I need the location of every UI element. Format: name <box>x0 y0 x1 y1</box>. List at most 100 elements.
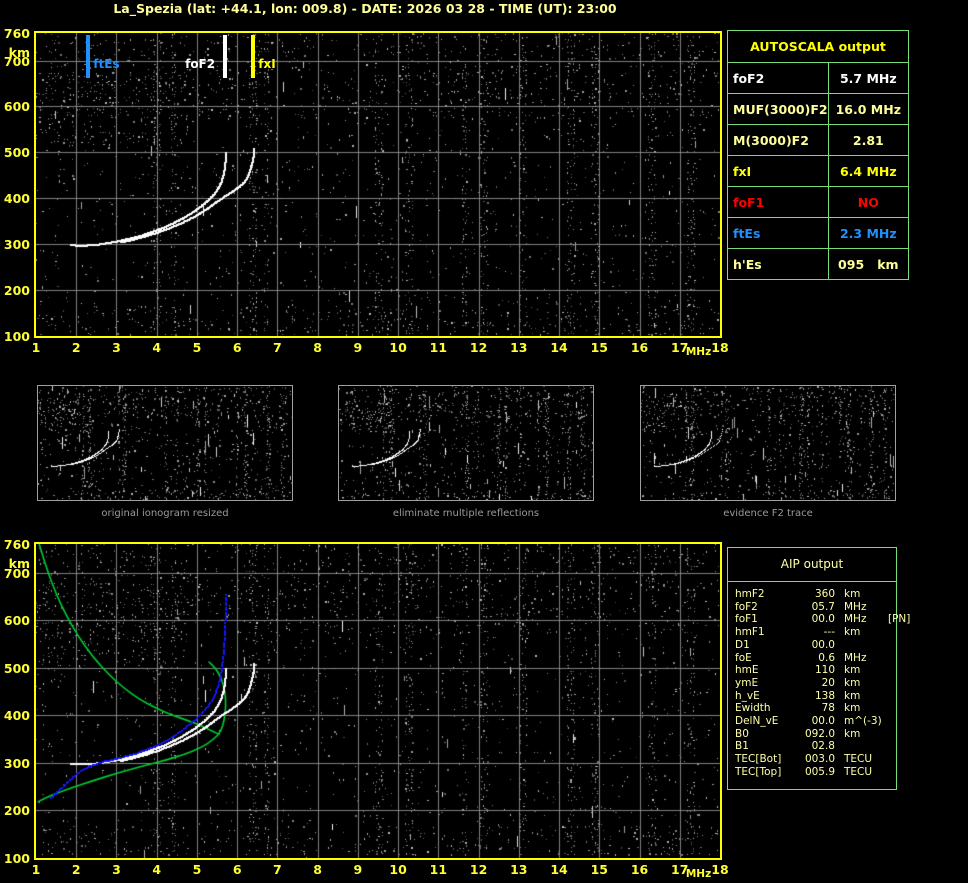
thumbnail-eliminate-multiple-reflections[interactable] <box>338 385 594 501</box>
aip-param: foE <box>735 651 752 664</box>
bottom-plot-x-tick: 11 <box>429 862 448 877</box>
aip-row: hmE 110 km <box>735 664 896 677</box>
autoscala-row-value: 5.7 MHz <box>828 63 908 94</box>
aip-row: B1 02.8 <box>735 740 896 753</box>
autoscala-row-value: 2.81 <box>828 124 908 156</box>
aip-value: 02.8 <box>811 740 835 753</box>
aip-unit: km <box>844 664 861 677</box>
aip-value: 003.0 <box>804 753 835 766</box>
bottom-plot-x-tick: 17 <box>671 862 689 877</box>
bottom-plot-y-tick: 300 <box>3 755 30 771</box>
aip-value: 360 <box>814 588 835 600</box>
top-plot-x-tick: 8 <box>313 340 322 355</box>
bottom-plot-y-axis-unit: km <box>8 556 30 571</box>
aip-param: foF1 <box>735 613 758 626</box>
aip-row: B0 092.0 km <box>735 728 896 741</box>
top-plot-x-tick: 16 <box>630 340 649 355</box>
bottom-plot-x-axis-unit: MHz <box>685 868 712 880</box>
bottom-ionogram-plot[interactable] <box>34 542 722 860</box>
autoscala-row-key: foF2 <box>728 63 829 94</box>
aip-unit: km <box>844 702 861 715</box>
bottom-plot-y-tick: 400 <box>3 708 30 724</box>
top-ionogram-canvas <box>36 33 720 336</box>
bottom-plot-x-tick: 15 <box>590 862 608 877</box>
aip-param: TEC[Top] <box>735 765 782 778</box>
top-plot-x-tick: 1 <box>31 340 41 355</box>
top-plot-y-tick: 400 <box>3 191 30 207</box>
bottom-plot-x-tick: 12 <box>469 862 488 877</box>
aip-note: [PN] <box>888 613 911 626</box>
top-plot-x-tick: 4 <box>152 340 162 355</box>
top-plot-x-tick: 5 <box>192 340 202 355</box>
autoscala-row-value: 095 km <box>838 256 899 272</box>
autoscala-row-value: 16.0 MHz <box>828 93 908 125</box>
aip-row: hmF2 360 km <box>735 588 896 601</box>
aip-row: foF2 05.7 MHz <box>735 601 896 614</box>
aip-param: DelN_vE <box>735 715 779 728</box>
bottom-plot-y-tick: 100 <box>3 851 30 866</box>
top-plot-y-axis-unit: km <box>8 45 30 60</box>
bottom-plot-y-tick: 200 <box>3 803 30 819</box>
bottom-plot-y-tick: 500 <box>3 660 30 676</box>
aip-value: 20 <box>821 676 835 689</box>
thumbnail-3-canvas <box>641 386 895 500</box>
aip-unit: km <box>844 689 861 702</box>
top-plot-x-tick: 18 <box>711 340 729 355</box>
marker-bar-ftEs <box>86 35 91 78</box>
autoscala-output-panel: AUTOSCALA output foF2 5.7 MHz MUF(3000)F2 1… <box>727 30 909 280</box>
aip-row: foE 0.6 MHz <box>735 652 896 665</box>
aip-value: 00.0 <box>811 638 835 651</box>
bottom-plot-x-tick: 9 <box>353 862 363 877</box>
aip-row: ymE 20 km <box>735 677 896 690</box>
thumbnail-2-caption: eliminate multiple reflections <box>392 508 540 519</box>
bottom-plot-x-tick: 8 <box>313 862 322 877</box>
top-plot-y-tick: 600 <box>3 99 30 115</box>
top-ionogram-plot[interactable] <box>34 31 722 338</box>
top-plot-x-axis-unit: MHz <box>685 346 712 358</box>
aip-value: 78 <box>821 702 835 715</box>
aip-value: --- <box>823 626 835 639</box>
aip-row: TEC[Bot] 003.0 TECU <box>735 753 896 766</box>
bottom-plot-x-tick: 18 <box>711 862 729 877</box>
autoscala-row-key: h'Es <box>728 248 829 279</box>
autoscala-row: ftEs 2.3 MHz <box>728 217 908 249</box>
aip-row: Ewidth 78 km <box>735 702 896 715</box>
top-plot-x-tick: 15 <box>590 340 608 355</box>
top-plot-x-tick: 3 <box>112 340 121 355</box>
aip-body: hmF2 360 km foF2 05.7 MHz foF1 00.0 MHz [PN] hmF1 -… <box>728 582 910 779</box>
top-plot-y-tick: 100 <box>3 329 30 344</box>
autoscala-title: AUTOSCALA output <box>728 31 908 63</box>
bottom-plot-x-tick: 1 <box>31 862 41 877</box>
top-plot-x-tick: 11 <box>429 340 448 355</box>
aip-output-panel: AIP output hmF2 360 km foF2 05.7 MHz foF1 00.0 M… <box>727 547 910 790</box>
aip-param: ymE <box>735 676 759 689</box>
thumbnail-1-caption: original ionogram resized <box>101 508 229 519</box>
bottom-plot-x-tick: 3 <box>112 862 121 877</box>
top-plot-y-tick: 200 <box>3 283 30 299</box>
aip-value: 110 <box>814 664 835 677</box>
aip-unit: MHz <box>844 600 867 613</box>
bottom-plot-x-tick: 16 <box>630 862 649 877</box>
marker-bar-fxI <box>251 35 256 78</box>
top-plot-x-tick: 9 <box>353 340 363 355</box>
autoscala-row-value: 6.4 MHz <box>828 155 908 187</box>
autoscala-row-key: MUF(3000)F2 <box>728 93 829 125</box>
aip-row: D1 00.0 <box>735 639 896 652</box>
thumbnail-2-canvas <box>339 386 593 500</box>
autoscala-row: foF1 NO <box>728 186 908 218</box>
aip-row: DelN_vE 00.0 m^(-3) <box>735 715 896 728</box>
thumbnail-evidence-f2-trace[interactable] <box>640 385 896 501</box>
autoscala-row: foF2 5.7 MHz <box>728 63 908 94</box>
aip-param: hmF1 <box>735 626 765 639</box>
thumbnail-original-ionogram-resized[interactable] <box>37 385 293 501</box>
aip-param: Ewidth <box>735 702 771 715</box>
aip-unit: km <box>844 588 861 600</box>
aip-title: AIP output <box>728 548 896 582</box>
aip-param: B1 <box>735 740 749 753</box>
aip-row: TEC[Top] 005.9 TECU <box>735 766 896 779</box>
marker-bar-foF2 <box>223 35 228 78</box>
marker-label-fxI: fxI <box>258 57 276 71</box>
bottom-plot-x-tick: 7 <box>273 862 282 877</box>
aip-row: h_vE 138 km <box>735 690 896 703</box>
